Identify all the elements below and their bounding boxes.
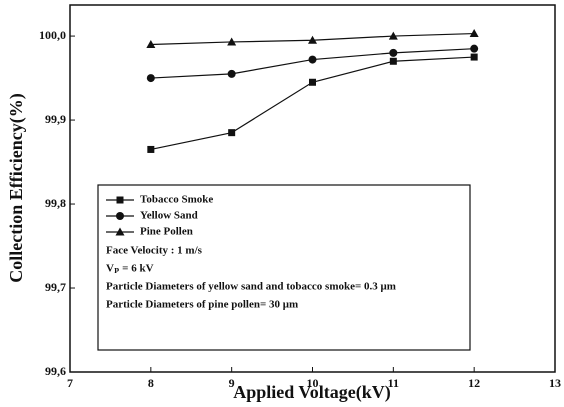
y-tick-label: 99,6	[45, 364, 66, 378]
marker	[116, 212, 124, 220]
marker	[146, 74, 155, 83]
y-tick-label: 100,0	[39, 28, 66, 42]
y-tick-label: 99,9	[45, 112, 66, 126]
y-tick-label: 99,8	[45, 196, 66, 210]
marker	[389, 48, 398, 57]
x-tick-label: 8	[148, 376, 154, 390]
marker	[115, 227, 125, 236]
x-tick-label: 7	[67, 376, 73, 390]
legend-label: Yellow Sand	[140, 210, 198, 222]
legend-label: Pine Pollen	[140, 226, 193, 238]
annotation: Face Velocity : 1 m/s	[106, 245, 203, 257]
annotation: Particle Diameters of pine pollen= 30 μm	[106, 299, 298, 311]
annotation: Particle Diameters of yellow sand and to…	[106, 281, 396, 293]
x-axis-title: Applied Voltage(kV)	[233, 382, 391, 403]
x-tick-label: 13	[549, 376, 561, 390]
marker	[309, 78, 316, 86]
x-tick-label: 9	[229, 376, 235, 390]
marker	[389, 57, 397, 65]
marker	[470, 44, 479, 53]
marker	[469, 29, 479, 38]
marker	[227, 37, 237, 46]
y-tick-label: 99,7	[45, 280, 66, 294]
marker	[470, 53, 478, 61]
series-line	[150, 56, 475, 151]
marker	[116, 196, 124, 204]
marker	[308, 35, 317, 44]
annotation: Vₚ = 6 kV	[106, 263, 154, 275]
marker	[388, 31, 398, 40]
marker	[147, 145, 155, 153]
y-axis-title: Collection Efficiency(%)	[6, 93, 27, 282]
x-tick-label: 10	[307, 376, 319, 390]
marker	[227, 69, 236, 78]
marker	[146, 39, 156, 48]
legend-box	[97, 184, 471, 351]
marker	[308, 55, 317, 64]
marker	[228, 129, 236, 137]
legend-label: Tobacco Smoke	[140, 194, 213, 206]
x-tick-label: 12	[468, 376, 480, 390]
x-tick-label: 11	[388, 376, 399, 390]
